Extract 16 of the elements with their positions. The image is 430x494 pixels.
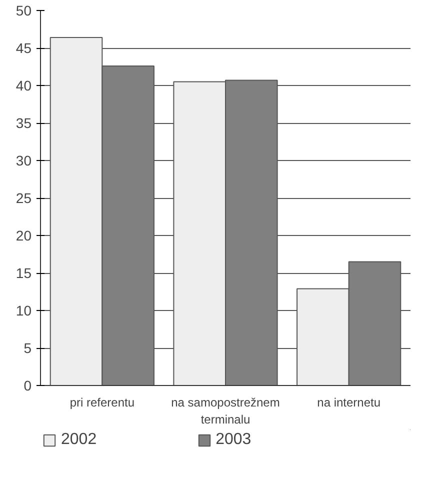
y-tick-label: 35: [16, 115, 32, 131]
legend-label: 2003: [216, 431, 252, 449]
x-tick-label: pri referentu: [70, 396, 135, 410]
y-tick-label: 15: [16, 265, 32, 281]
y-tick-label: 10: [16, 302, 32, 318]
y-tick-label: 20: [16, 228, 32, 244]
y-tick-label: 25: [16, 190, 32, 206]
y-tick-label: 45: [16, 40, 32, 56]
y-tick-label: 5: [24, 340, 32, 356]
y-tick-label: 30: [16, 152, 32, 168]
y-tick-label: 0: [24, 378, 32, 394]
y-tick-label: 50: [16, 2, 32, 18]
x-tick-label: na samopostrežnem terminalu: [171, 396, 280, 426]
x-tick-label: na internetu: [317, 396, 381, 410]
legend-label: 2002: [61, 431, 97, 449]
y-tick-label: 40: [16, 78, 32, 94]
